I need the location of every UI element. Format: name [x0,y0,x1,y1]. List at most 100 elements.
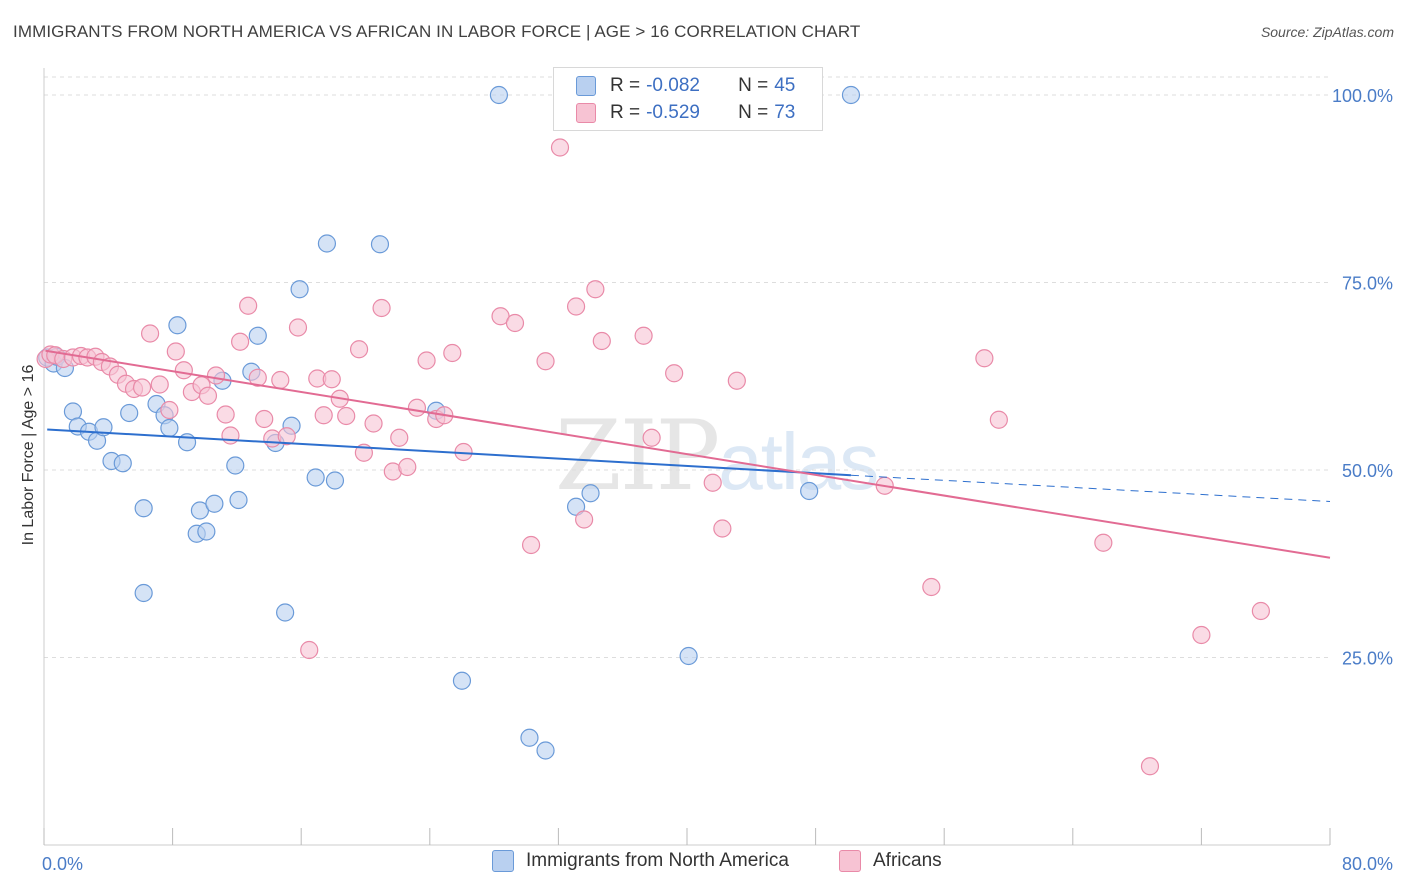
africans-point-36 [322,370,341,389]
africans-point-63 [665,364,684,383]
immigrants-point-16 [160,418,179,438]
africans-point-57 [566,297,586,316]
stats-r-label: R = [610,75,641,96]
immigrants-point-22 [205,494,224,513]
africans-point-23 [216,405,235,424]
africans-point-38 [337,406,356,426]
immigrants-point-42 [581,484,600,503]
africans-point-18 [174,361,193,380]
africans-point-72 [1192,625,1211,645]
immigrants-point-24 [226,456,245,475]
y-tick-label-75: 75.0% [1342,274,1393,294]
source-label: Source: ZipAtlas.com [1260,24,1394,40]
africans-point-66 [727,371,746,390]
africans-point-27 [248,368,267,387]
x-tick-label-min: 0.0% [42,854,83,874]
africans-point-35 [314,406,333,425]
africans-point-59 [586,280,605,299]
africans-point-21 [198,386,218,405]
immigrants-point-40 [536,741,555,760]
immigrants-point-21 [197,522,216,541]
africans-point-70 [989,410,1008,429]
africans-point-56 [550,138,570,157]
africans-point-28 [255,409,274,429]
immigrants-point-33 [317,234,337,253]
y-tick-label-25: 25.0% [1342,649,1393,669]
africans-point-62 [642,428,661,447]
legend-label-immigrants: Immigrants from North America [526,850,789,871]
africans-point-71 [1094,533,1113,552]
legend-swatch-blue [492,850,514,872]
legend-swatch-pink [839,850,861,872]
y-tick-label-50: 50.0% [1342,461,1393,481]
axes [43,68,1330,846]
stats-swatch-pink [576,103,596,123]
immigrants-point-32 [306,468,325,487]
immigrants-point-35 [370,235,390,254]
legend-label-africans: Africans [873,850,942,871]
immigrants-point-43 [679,646,698,666]
watermark-atlas: atlas [718,417,879,506]
x-tick-label-max: 80.0% [1342,854,1393,874]
immigrants-point-13 [134,499,153,518]
stats-legend: R = -0.082 N = 45 R = -0.529 N = 73 [553,67,823,131]
immigrants-point-10 [113,454,132,473]
immigrants-point-12 [134,583,153,603]
bottom-legend: Immigrants from North America Africans [0,850,1406,880]
immigrants-point-25 [229,490,248,510]
gridlines [44,76,1330,658]
stats-r-value: -0.082 [646,75,700,96]
africans-point-44 [390,428,409,447]
africans-point-65 [713,519,732,538]
immigrants-point-27 [248,326,267,345]
stats-r-label: R = [610,102,641,123]
africans-point-31 [277,427,296,446]
trend-lines [45,349,1331,559]
africans-point-16 [160,400,179,420]
immigrants-point-44 [800,481,819,501]
trend-line-africans [45,349,1331,559]
africans-point-14 [140,324,160,343]
africans-point-60 [592,331,611,351]
series-africans-points [36,138,1270,776]
stats-n-value: 45 [774,75,796,96]
immigrants-point-4 [63,402,83,421]
africans-point-39 [349,340,369,359]
trend-line-immigrants [47,428,852,477]
africans-point-26 [239,296,258,315]
immigrants-point-45 [841,85,861,105]
trend-line-immigrants-extrapolated [850,474,1331,502]
africans-point-55 [536,352,555,371]
series-immigrants-points [38,85,861,760]
africans-point-74 [1251,601,1270,621]
africans-point-45 [398,457,417,477]
stats-row-immigrants: R = -0.082 N = 45 [576,72,795,100]
immigrants-point-37 [452,671,472,690]
africans-point-50 [443,343,462,363]
immigrants-point-34 [325,471,345,490]
africans-point-68 [922,577,941,597]
stats-n-label: N = [738,75,769,96]
legend-item-africans[interactable]: Africans [839,850,942,872]
africans-point-32 [288,318,308,337]
africans-point-22 [206,366,226,385]
legend-item-immigrants[interactable]: Immigrants from North America [492,850,789,872]
africans-point-53 [505,313,525,333]
immigrants-point-31 [290,280,309,299]
africans-point-25 [231,332,250,351]
africans-point-42 [372,298,391,318]
immigrants-point-17 [168,316,187,335]
stats-n-value: 73 [774,102,796,123]
africans-point-24 [221,426,240,445]
africans-point-58 [575,510,594,529]
chart-title: IMMIGRANTS FROM NORTH AMERICA VS AFRICAN… [13,22,861,41]
stats-n-label: N = [738,102,769,123]
stats-swatch-blue [576,76,596,96]
africans-point-41 [364,414,383,433]
y-axis-label: In Labor Force | Age > 16 [20,365,37,546]
africans-point-69 [975,349,994,368]
africans-point-64 [703,473,722,492]
africans-point-46 [407,398,427,417]
africans-point-73 [1140,757,1160,776]
africans-point-13 [132,378,152,397]
